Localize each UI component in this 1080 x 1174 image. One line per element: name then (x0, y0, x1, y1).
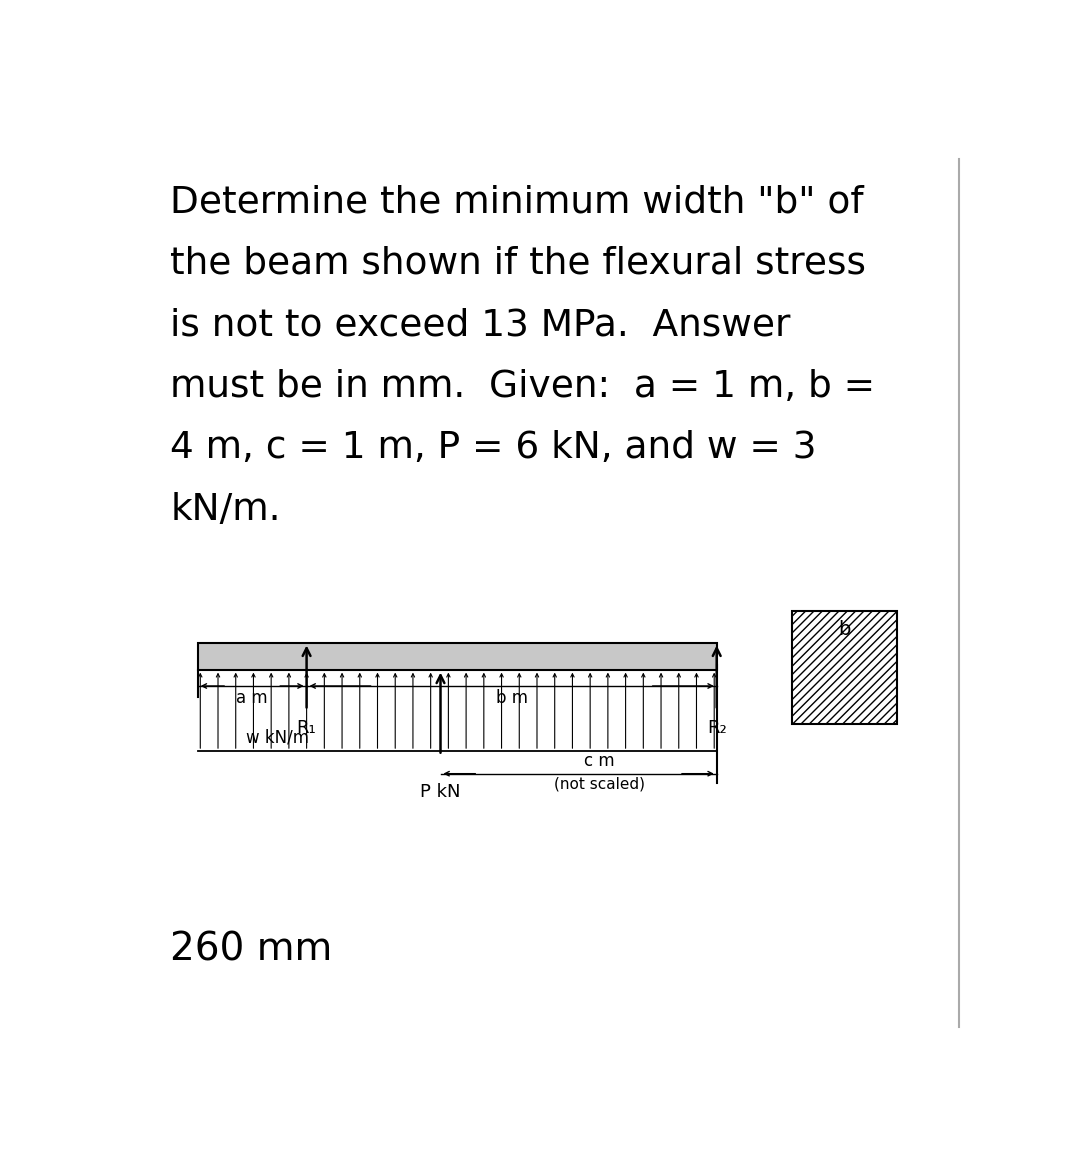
Text: b m: b m (496, 689, 528, 707)
Text: 260 mm: 260 mm (171, 930, 333, 969)
Text: a m: a m (237, 689, 268, 707)
Bar (198, 642, 717, 669)
Text: b: b (838, 620, 851, 639)
Text: the beam shown if the flexural stress: the beam shown if the flexural stress (171, 245, 866, 282)
Text: P kN: P kN (420, 783, 461, 801)
Text: c m: c m (584, 753, 615, 770)
Text: is not to exceed 13 MPa.  Answer: is not to exceed 13 MPa. Answer (171, 308, 791, 343)
Bar (792, 610, 896, 724)
Text: w kN/m: w kN/m (246, 729, 309, 747)
Text: Determine the minimum width "b" of: Determine the minimum width "b" of (171, 184, 864, 221)
Text: (not scaled): (not scaled) (554, 776, 645, 791)
Text: 4 m, c = 1 m, P = 6 kN, and w = 3: 4 m, c = 1 m, P = 6 kN, and w = 3 (171, 430, 816, 466)
Text: must be in mm.  Given:  a = 1 m, b =: must be in mm. Given: a = 1 m, b = (171, 369, 875, 405)
Text: kN/m.: kN/m. (171, 492, 281, 527)
Text: R₂: R₂ (706, 720, 727, 737)
Text: R₁: R₁ (297, 720, 316, 737)
